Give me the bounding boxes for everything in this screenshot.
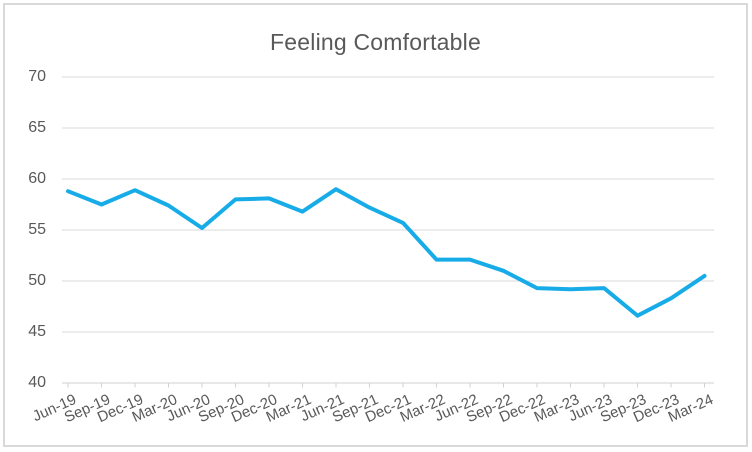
y-axis-label: 45: [28, 323, 46, 340]
x-axis-ticks: [67, 383, 705, 388]
y-axis-label: 70: [28, 68, 46, 85]
y-axis-label: 55: [28, 221, 46, 238]
y-axis-label: 40: [28, 374, 46, 391]
y-axis-label: 60: [28, 170, 46, 187]
y-axis-label: 50: [28, 272, 46, 289]
chart-title: Feeling Comfortable: [270, 29, 481, 55]
line-series-feeling-comfortable: [66, 187, 707, 318]
gridlines: [62, 76, 714, 384]
y-axis-label: 65: [28, 119, 46, 136]
